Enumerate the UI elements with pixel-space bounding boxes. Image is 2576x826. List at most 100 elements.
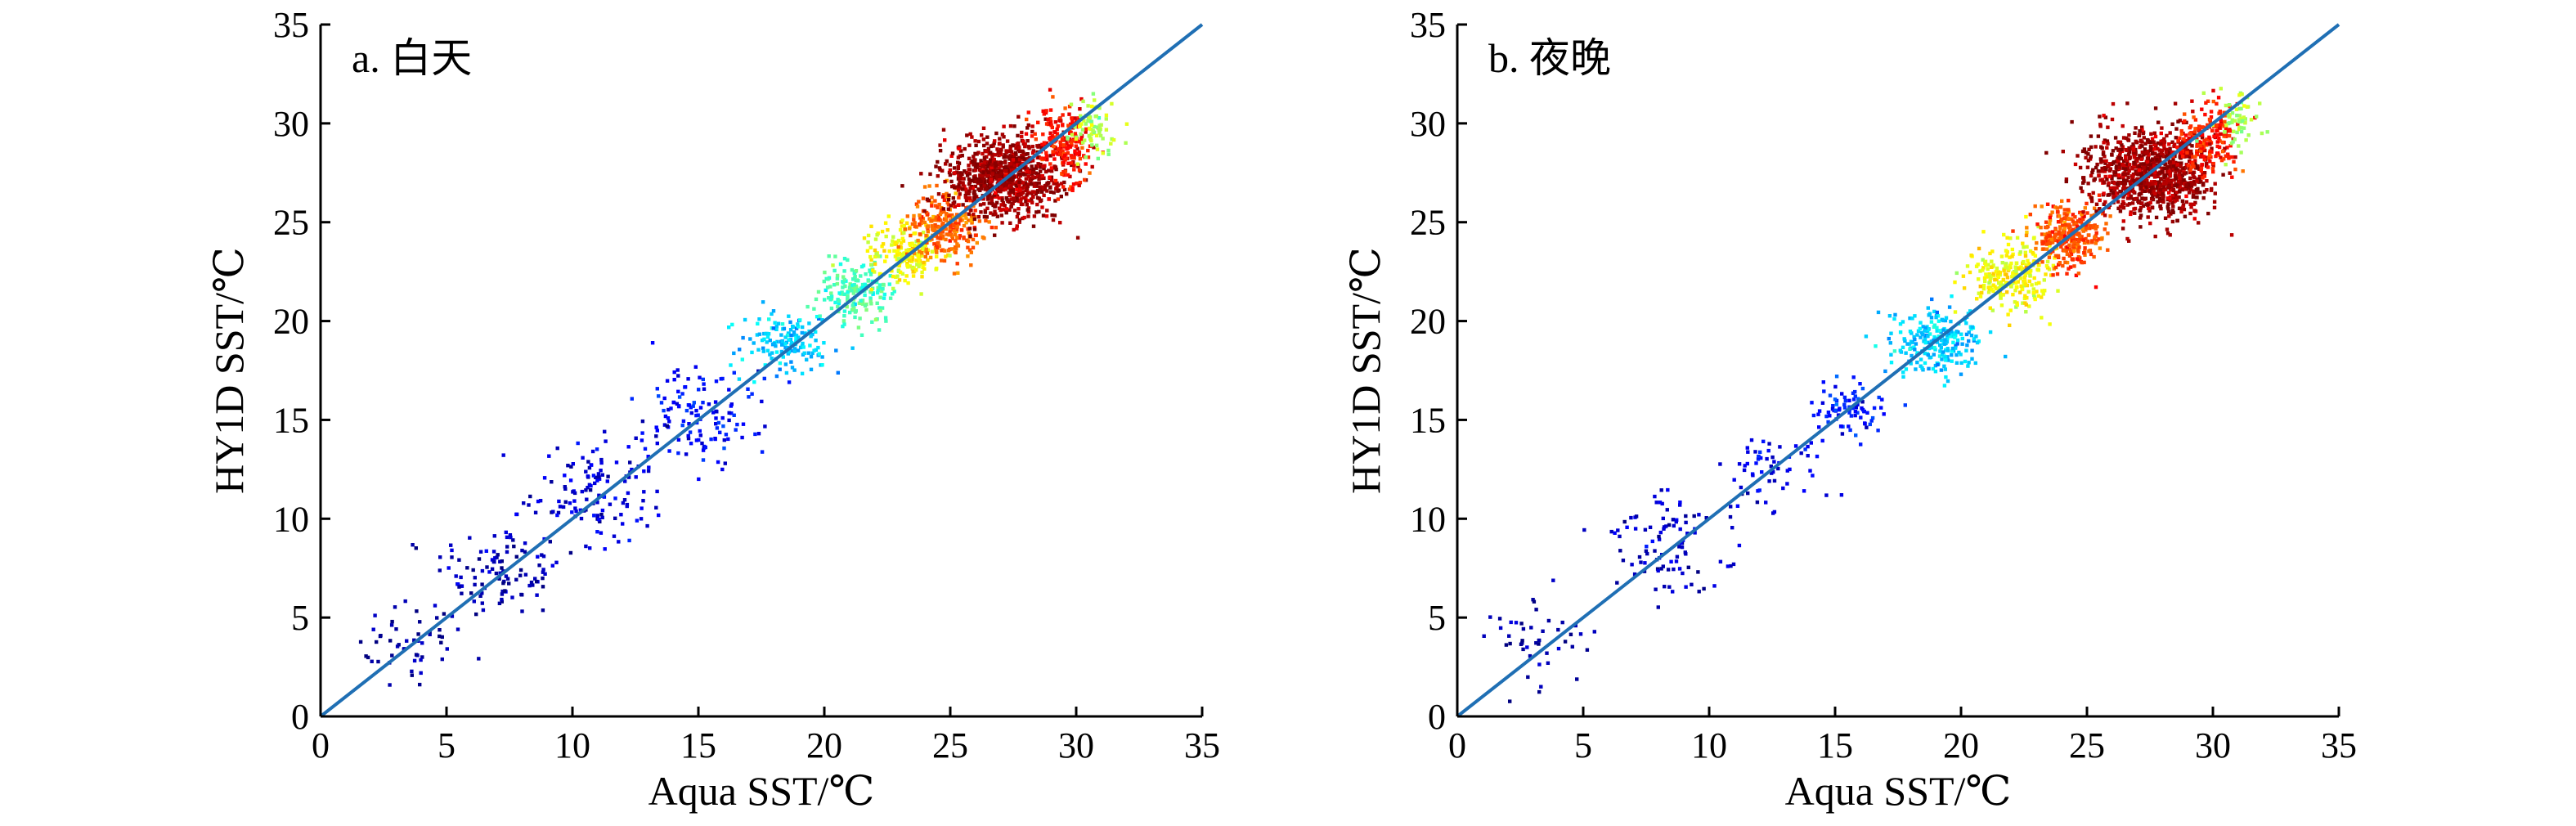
panel-b-scatter-point [2181, 139, 2185, 144]
panel-a-scatter-point [875, 301, 879, 305]
panel-a-scatter-point [985, 141, 990, 146]
panel-b-scatter-point [1802, 489, 1806, 493]
panel-a-scatter-point [887, 282, 891, 286]
panel-a-scatter-point [1079, 134, 1084, 138]
panel-a-scatter-point [915, 204, 920, 209]
panel-b-scatter-point [1901, 320, 1905, 324]
panel-b-scatter-point [1898, 348, 1902, 352]
panel-a-scatter-point [1010, 201, 1014, 206]
panel-a-scatter-point [599, 460, 604, 465]
panel-b-scatter-point [2055, 209, 2060, 214]
panel-a-scatter-point [1001, 143, 1005, 147]
panel-b-scatter-point [1847, 411, 1851, 415]
panel-a-scatter-point [850, 267, 855, 272]
panel-a-scatter-point [980, 133, 984, 137]
panel-a-scatter-point [853, 315, 857, 320]
panel-a-scatter-point [730, 322, 734, 327]
panel-a-scatter-point [956, 271, 960, 275]
panel-b-scatter-point [2192, 176, 2197, 180]
panel-b-scatter-point [2010, 275, 2014, 279]
panel-b-scatter-point [2233, 119, 2237, 123]
panel-a-scatter-point [518, 573, 523, 577]
panel-b-scatter-point [1949, 319, 1953, 324]
panel-b-scatter-point [1849, 414, 1854, 418]
panel-a-scatter-point [788, 338, 793, 342]
panel-a-scatter-point [514, 577, 518, 581]
panel-a-scatter-point [1003, 165, 1008, 170]
panel-b-scatter-point [1904, 367, 1909, 371]
panel-a-scatter-point [627, 538, 631, 543]
panel-a-scatter-point [612, 534, 617, 538]
panel-a-scatter-point [761, 349, 765, 353]
panel-b-scatter-point [2082, 251, 2086, 255]
panel-b-scatter-point [2022, 296, 2027, 301]
panel-a-scatter-point [494, 571, 499, 576]
panel-a-scatter-point [866, 279, 871, 283]
panel-a-scatter-point [1090, 143, 1094, 147]
panel-b-scatter-point [2049, 213, 2053, 218]
panel-a-scatter-point [1004, 210, 1008, 215]
panel-b-scatter-point [2182, 137, 2186, 141]
panel-a-scatter-point [999, 160, 1003, 165]
panel-a-scatter-point [1026, 199, 1031, 203]
panel-b-scatter-point [2151, 190, 2155, 195]
panel-a-scatter-point [939, 209, 944, 213]
panel-b-scatter-point [1944, 375, 1948, 379]
panel-b-scatter-point [1901, 370, 1905, 375]
panel-a-scatter-point [828, 298, 832, 302]
panel-a-scatter-point [914, 202, 919, 206]
panel-b-scatter-point [2239, 116, 2243, 121]
panel-b-x-tick-label: 30 [2195, 725, 2231, 765]
panel-a-scatter-point [910, 247, 915, 251]
panel-b-scatter-point [1942, 384, 1947, 388]
panel-a-scatter-point [780, 322, 785, 326]
panel-b-x-tick-label: 10 [1691, 725, 1727, 765]
panel-b-scatter-point [2041, 240, 2046, 245]
panel-b-scatter-point [2168, 146, 2172, 150]
panel-b-scatter-point [1942, 364, 1946, 368]
panel-b-scatter-point [2165, 196, 2170, 200]
panel-a-scatter-point [969, 250, 973, 254]
panel-b-scatter-point [2138, 154, 2142, 158]
panel-a-scatter-point [950, 234, 954, 238]
panel-b-scatter-point [1928, 356, 1932, 360]
panel-a-scatter-point [845, 304, 849, 309]
panel-a-scatter-point [370, 659, 374, 663]
panel-a-scatter-point [895, 274, 900, 278]
panel-b-scatter-point [2127, 239, 2131, 243]
panel-b-scatter-point [2127, 202, 2132, 206]
panel-b-scatter-point [2186, 182, 2191, 186]
panel-b-scatter-point [2152, 142, 2156, 147]
panel-b-scatter-point [2045, 259, 2050, 264]
panel-b-identity-line [1456, 23, 2340, 718]
panel-a-scatter-point [1026, 209, 1031, 214]
panel-a-scatter-point [902, 231, 906, 235]
panel-b-scatter-point [2106, 183, 2111, 187]
panel-a-scatter-point [983, 210, 988, 214]
panel-b-scatter-point [2210, 166, 2215, 171]
panel-b-scatter-point [2116, 206, 2120, 210]
panel-a-scatter-point [569, 465, 573, 469]
panel-a-scatter-point [774, 343, 778, 348]
panel-a-scatter-point [563, 485, 567, 489]
panel-b-scatter-point [1923, 361, 1928, 366]
panel-b-scatter-point [1743, 464, 1747, 468]
panel-a-scatter-point [979, 210, 983, 214]
panel-b-scatter-point [1658, 530, 1663, 535]
panel-b-scatter-point [2000, 261, 2004, 265]
panel-a-scatter-point [763, 363, 767, 367]
panel-a-scatter-point [973, 139, 977, 143]
panel-a-scatter-point [900, 236, 904, 240]
panel-b-scatter-point [1912, 345, 1916, 349]
panel-a-scatter-point [419, 658, 423, 662]
panel-a-scatter-point [654, 505, 658, 510]
panel-b-scatter-point [2097, 173, 2101, 177]
panel-a-scatter-point [762, 376, 766, 381]
panel-b-scatter-point [2143, 169, 2147, 173]
panel-b-scatter-point [2241, 119, 2245, 123]
panel-b-scatter-point [2217, 145, 2222, 150]
panel-b-scatter-point [2051, 273, 2055, 277]
panel-a-scatter-point [955, 242, 959, 246]
